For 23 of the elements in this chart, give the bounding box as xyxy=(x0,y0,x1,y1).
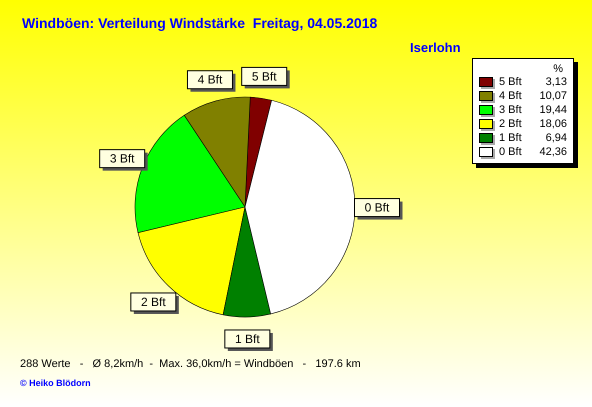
legend-title: % xyxy=(552,63,564,75)
data-label: 18,06 xyxy=(538,118,567,130)
slice-label: 2 Bft xyxy=(140,294,166,309)
legend-label: 4 Bft xyxy=(499,90,523,102)
chart-subtitle: Iserlohn xyxy=(410,40,461,55)
legend-label: 0 Bft xyxy=(499,146,523,158)
legend-label: 2 Bft xyxy=(499,118,523,130)
data-label: 19,44 xyxy=(538,104,567,116)
text: 288 Werte - Ø 8,2km/h - Max. 36,0km/h = Windböen - 197.6 km xyxy=(20,358,361,370)
slice-label: 4 Bft xyxy=(198,72,223,87)
legend-label: 1 Bft xyxy=(499,132,523,144)
text: © Heiko Blödorn xyxy=(20,378,91,388)
slice-label: 3 Bft xyxy=(110,152,136,166)
chart-title: Windböen: Verteilung Windstärke Freitag, 04.05.2018 xyxy=(22,15,378,31)
slice-label: 5 Bft xyxy=(252,69,278,84)
slice-label: 1 Bft xyxy=(234,332,260,346)
data-label: 6,94 xyxy=(544,132,567,144)
data-label: 3,13 xyxy=(544,76,567,88)
data-label: 10,07 xyxy=(538,90,567,102)
legend-label: 3 Bft xyxy=(499,104,523,116)
legend-label: 5 Bft xyxy=(499,76,523,88)
slice-label: 0 Bft xyxy=(364,200,390,215)
data-label: 42,36 xyxy=(538,146,567,158)
